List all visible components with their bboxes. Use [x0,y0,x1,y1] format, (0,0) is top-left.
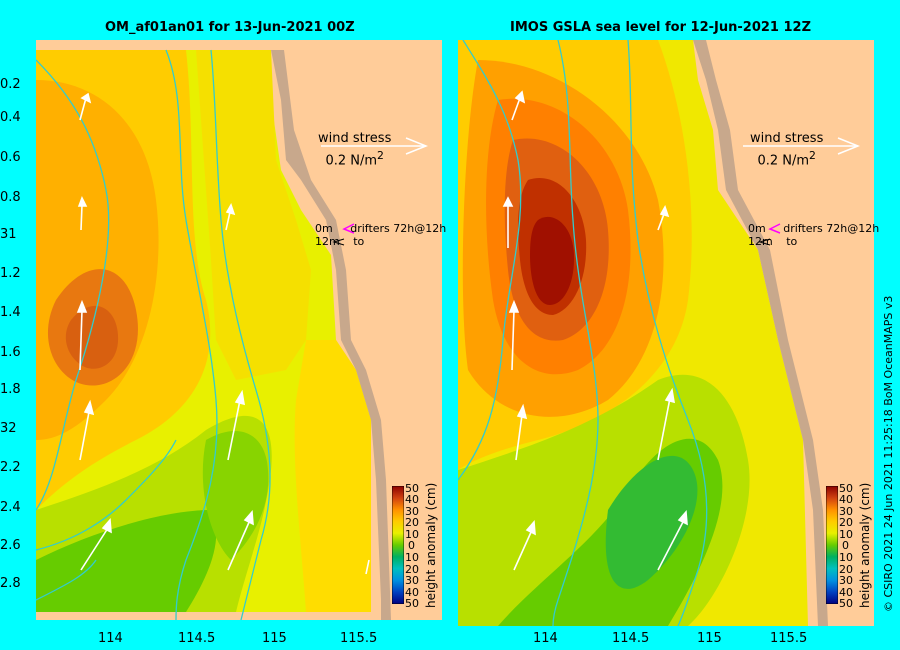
left-current-arrows [76,92,370,575]
left-map [36,40,442,620]
y-tick: 32 [0,421,17,436]
y-tick: 1.8 [0,382,21,397]
wind-label: wind stress [750,131,824,146]
y-tick: 2.4 [0,500,21,515]
right-drifters-legend: 0m drifters 72h@12h 12m to [748,222,880,248]
y-tick: 1.2 [0,266,21,281]
left-drifters-legend: 0m drifters 72h@12h 12m to [315,222,447,248]
y-tick: 0.2 [0,77,21,92]
left-x-tick: 115.5 [340,631,378,646]
y-tick: 31 [0,227,17,242]
right-x-tick: 114 [533,631,558,646]
left-panel-title: OM_af01an01 for 13-Jun-2021 00Z [105,20,355,35]
credit-text: © CSIRO 2021 24 Jun 2021 11:25:18 BoM Oc… [882,295,895,612]
wind-units: 0.2 N/m2 [325,149,384,169]
wind-label: wind stress [318,131,392,146]
right-current-arrows [502,90,688,571]
right-eddy-core [530,216,575,305]
y-tick: 2.2 [0,460,21,475]
right-wind-stress-legend: wind stress 0.2 N/m2 [750,130,823,169]
right-map [458,40,874,626]
left-x-tick: 114.5 [178,631,216,646]
right-colorbar-title: height anomaly (cm) [858,482,872,608]
right-x-tick: 114.5 [612,631,650,646]
right-drifter-marker [768,223,781,234]
left-x-tick: 114 [98,631,123,646]
y-tick: 0.8 [0,190,21,205]
y-tick: 0.4 [0,110,21,125]
y-tick: 0.6 [0,150,21,165]
left-colorbar-title: height anomaly (cm) [424,482,438,608]
y-tick: 2.8 [0,576,21,591]
left-x-tick: 115 [262,631,287,646]
left-drifter-marker [342,223,355,234]
left-wind-stress-arrow [321,137,429,155]
right-x-tick: 115 [697,631,722,646]
wind-units: 0.2 N/m2 [757,149,816,169]
right-panel-title: IMOS GSLA sea level for 12-Jun-2021 12Z [510,20,811,35]
y-tick: 1.4 [0,305,21,320]
right-wind-stress-arrow [743,137,861,155]
right-colorbar [826,486,838,604]
y-tick: 2.6 [0,538,21,553]
y-tick: 1.6 [0,345,21,360]
left-colorbar [392,486,404,604]
left-wind-stress-legend: wind stress 0.2 N/m2 [318,130,391,169]
right-x-tick: 115.5 [770,631,808,646]
